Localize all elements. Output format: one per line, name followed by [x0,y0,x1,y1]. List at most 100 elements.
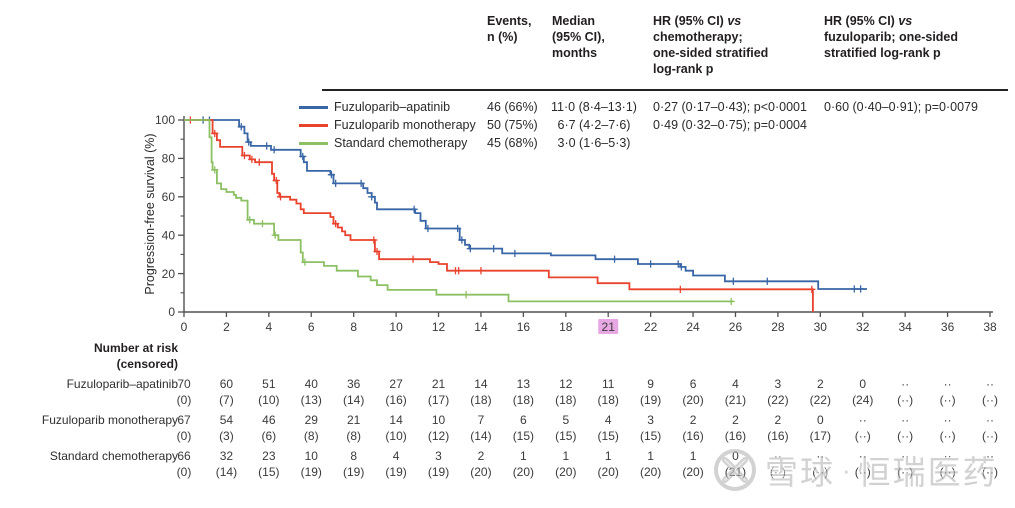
legend-label-standard-chemotherapy: Standard chemotherapy [334,136,468,150]
stat-hr-vs-chemo-fuzuloparib-monotherapy: 0·49 (0·32–0·75); p=0·0004 [653,118,807,132]
risk-value: 4 [604,413,612,427]
risk-value: ·· [986,413,994,427]
risk-value: 0 [732,449,739,463]
x-tick-label: 32 [856,320,870,334]
risk-censored-value: (16) [767,429,789,443]
risk-censored-value: (16) [682,429,704,443]
risk-value: 10 [304,449,318,463]
stat-events-standard-chemotherapy: 45 (68%) [487,136,538,150]
risk-value: 8 [350,449,358,463]
legend-swatch-fuzuloparib-apatinib [299,106,328,109]
y-tick-label: 60 [162,190,176,204]
risk-censored-value: (18) [512,393,535,407]
risk-value: ·· [943,449,952,463]
risk-censored-value: (14) [470,429,492,443]
stat-median-fuzuloparib-apatinib: 11·0 (8·4–13·1) [551,100,637,114]
risk-censored-value: (22) [767,393,789,407]
stat-events-fuzuloparib-apatinib: 46 (66%) [487,100,538,114]
risk-value: 51 [262,377,276,391]
y-tick-label: 20 [162,267,176,281]
stat-median-fuzuloparib-monotherapy: 6·7 (4·2–7·6) [557,118,631,132]
risk-value: 1 [604,449,612,463]
risk-value: 14 [389,413,403,427]
risk-censored-value: (19) [639,393,662,407]
risk-censored-value: (20) [639,465,662,479]
y-tick-label: 0 [168,305,175,319]
risk-censored-value: (19) [385,465,407,479]
risk-value: 27 [389,377,403,391]
risk-value: 0 [859,377,867,391]
header-rule [322,89,1008,91]
col-header-events-line2: n (%) [487,30,518,44]
x-tick-label: 2 [223,320,230,334]
risk-value: 0 [816,413,824,427]
risk-value: 66 [177,449,191,463]
x-tick-label: 30 [814,320,828,334]
risk-censored-value: (20) [682,393,704,407]
x-tick-label: 24 [686,320,700,334]
risk-censored-value: (10) [385,429,407,443]
risk-censored-value: (10) [258,393,280,407]
risk-censored-value: (··) [812,465,829,479]
risk-censored-value: (8) [346,429,361,443]
risk-value: 9 [647,377,654,391]
risk-censored-value: (0) [176,429,192,443]
risk-value: 60 [219,377,234,391]
risk-censored-value: (20) [682,465,704,479]
x-tick-label: 8 [350,320,357,334]
col-header-hr-chemo: HR (95% CI) vs chemotherapy; one-sided s… [653,13,768,77]
risk-value: 7 [477,413,485,427]
risk-value: 6 [689,377,697,391]
risk-censored-value: (15) [512,429,535,443]
risk-value: 23 [262,449,276,463]
risk-censored-value: (14) [343,393,365,407]
risk-value: 29 [304,413,318,427]
x-tick-label: 16 [517,320,531,334]
risk-censored-value: (6) [261,429,277,443]
risk-censored-value: (7) [219,393,234,407]
col-header-median: Median (95% CI), months [552,13,605,61]
risk-value: 2 [477,449,485,463]
risk-censored-value: (20) [512,465,535,479]
x-tick-label: 28 [771,320,785,334]
risk-censored-value: (13) [300,393,322,407]
risk-value: 36 [346,377,361,391]
y-tick-label: 100 [155,113,175,127]
col-header-events-line1: Events, [487,14,532,28]
risk-row-label-fuzuloparib-monotherapy: Fuzuloparib monotherapy [41,413,178,427]
risk-value: 10 [431,413,446,427]
col-header-hr-chemo-line1: HR (95% CI) vs [653,14,742,28]
stat-median-standard-chemotherapy: 3·0 (1·6–5·3) [557,136,631,150]
risk-value: 1 [689,449,697,463]
x-tick-label: 36 [941,320,955,334]
risk-value: 5 [562,413,570,427]
x-tick-label: 38 [983,320,997,334]
risk-censored-value: (20) [555,465,577,479]
x-tick-label: 34 [898,320,912,334]
legend-label-fuzuloparib-monotherapy: Fuzuloparib monotherapy [334,118,476,132]
risk-value: ·· [986,449,994,463]
risk-censored-value: (··) [939,465,956,479]
risk-censored-value: (··) [854,465,871,479]
risk-table-title: Number at risk (censored) [0,340,178,372]
x-tick-label: 0 [181,320,188,334]
risk-censored-value: (··) [939,393,956,407]
risk-censored-value: (17) [427,393,450,407]
risk-value: 54 [219,413,234,427]
risk-censored-value: (18) [470,393,492,407]
risk-censored-value: (··) [982,429,998,443]
risk-censored-value: (20) [470,465,492,479]
risk-censored-value: (··) [854,429,871,443]
risk-censored-value: (14) [215,465,238,479]
col-header-hr-chemo-line4: log-rank p [653,62,714,76]
risk-censored-value: (18) [597,393,619,407]
risk-censored-value: (16) [724,429,747,443]
risk-value: 3 [774,377,782,391]
col-header-hr-fuzu: HR (95% CI) vs fuzuloparib; one-sided st… [824,13,958,61]
risk-table-title-line2: (censored) [116,357,178,371]
risk-value: 2 [689,413,697,427]
risk-censored-value: (16) [385,393,407,407]
risk-censored-value: (19) [343,465,365,479]
